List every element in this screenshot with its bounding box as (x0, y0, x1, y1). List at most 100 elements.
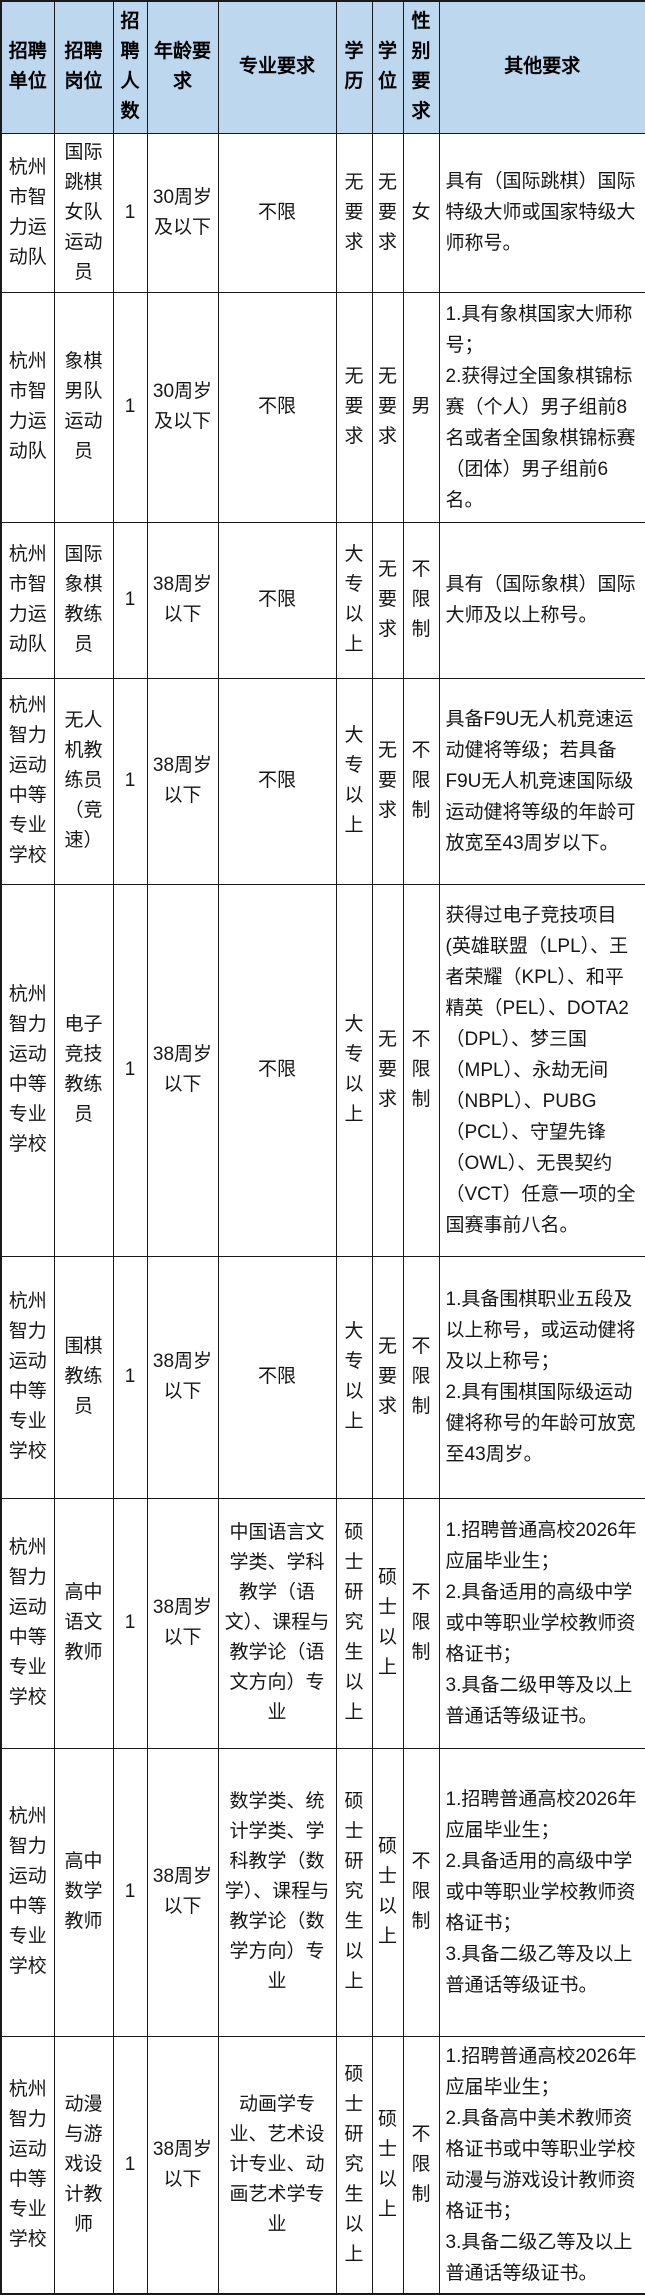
cell-position: 国际象棋教练员 (53, 521, 114, 679)
cell-degree: 无要求 (371, 132, 404, 293)
cell-position: 国际跳棋女队运动员 (53, 132, 114, 293)
cell-other: 1.具有象棋国家大师称号； 2.获得过全国象棋锦标赛（个人）男子组前8名或者全国… (438, 291, 645, 523)
cell-education: 大专以上 (335, 521, 373, 679)
table-row-4: 杭州智力运动中等专业学校 无人机教练员（竞速） 1 38周岁以下 不限 大专以上… (0, 677, 645, 885)
col-header-other: 其他要求 (438, 0, 645, 134)
cell-degree: 硕士以上 (371, 1497, 404, 1749)
cell-major: 不限 (217, 132, 337, 293)
cell-major: 不限 (217, 291, 337, 523)
cell-unit: 杭州市智力运动队 (0, 132, 55, 293)
cell-age: 38周岁以下 (146, 1747, 219, 2037)
cell-other: 具有（国际跳棋）国际特级大师或国家特级大师称号。 (438, 132, 645, 293)
cell-headcount: 1 (112, 291, 148, 523)
col-header-headcount: 招聘人数 (112, 0, 148, 134)
cell-education: 无要求 (335, 132, 373, 293)
cell-gender: 不限制 (402, 883, 440, 1257)
cell-major: 不限 (217, 883, 337, 1257)
cell-unit: 杭州智力运动中等专业学校 (0, 1255, 55, 1499)
cell-position: 围棋教练员 (53, 1255, 114, 1499)
col-header-age: 年龄要求 (146, 0, 219, 134)
cell-position: 电子竞技教练员 (53, 883, 114, 1257)
cell-major: 不限 (217, 1255, 337, 1499)
cell-age: 38周岁以下 (146, 883, 219, 1257)
cell-headcount: 1 (112, 1497, 148, 1749)
cell-other: 具有（国际象棋）国际大师及以上称号。 (438, 521, 645, 679)
cell-major: 数学类、统计学类、学科教学（数学）、课程与教学论（数学方向）专业 (217, 1747, 337, 2037)
cell-unit: 杭州市智力运动队 (0, 291, 55, 523)
cell-degree: 无要求 (371, 1255, 404, 1499)
cell-position: 高中语文教师 (53, 1497, 114, 1749)
cell-education: 大专以上 (335, 883, 373, 1257)
cell-headcount: 1 (112, 132, 148, 293)
cell-age: 38周岁以下 (146, 521, 219, 679)
cell-age: 38周岁以下 (146, 1255, 219, 1499)
cell-headcount: 1 (112, 883, 148, 1257)
cell-age: 38周岁以下 (146, 1497, 219, 1749)
table-row-5: 杭州智力运动中等专业学校 电子竞技教练员 1 38周岁以下 不限 大专以上 无要… (0, 883, 645, 1257)
cell-other: 获得过电子竞技项目(英雄联盟（LPL）、王者荣耀（KPL）、和平精英（PEL）、… (438, 883, 645, 1257)
cell-gender: 不限制 (402, 521, 440, 679)
col-header-gender: 性别要求 (402, 0, 440, 134)
cell-headcount: 1 (112, 677, 148, 885)
table-row-6: 杭州智力运动中等专业学校 围棋教练员 1 38周岁以下 不限 大专以上 无要求 … (0, 1255, 645, 1499)
cell-unit: 杭州智力运动中等专业学校 (0, 1747, 55, 2037)
cell-headcount: 1 (112, 521, 148, 679)
cell-position: 无人机教练员（竞速） (53, 677, 114, 885)
cell-education: 硕士研究生以上 (335, 1497, 373, 1749)
col-header-education: 学历 (335, 0, 373, 134)
cell-age: 30周岁及以下 (146, 291, 219, 523)
cell-gender: 男 (402, 291, 440, 523)
cell-other: 具备F9U无人机竞速运动健将等级；若具备F9U无人机竞速国际级运动健将等级的年龄… (438, 677, 645, 885)
cell-education: 硕士研究生以上 (335, 1747, 373, 2037)
table-row-1: 杭州市智力运动队 国际跳棋女队运动员 1 30周岁及以下 不限 无要求 无要求 … (0, 132, 645, 293)
cell-major: 不限 (217, 521, 337, 679)
cell-degree: 无要求 (371, 677, 404, 885)
col-header-unit: 招聘单位 (0, 0, 55, 134)
cell-education: 大专以上 (335, 1255, 373, 1499)
cell-other: 1.具备围棋职业五段及以上称号，或运动健将及以上称号； 2.具有围棋国际级运动健… (438, 1255, 645, 1499)
cell-headcount: 1 (112, 2035, 148, 2294)
cell-major: 中国语言文学类、学科教学（语文）、课程与教学论（语文方向）专业 (217, 1497, 337, 1749)
col-header-position: 招聘岗位 (53, 0, 114, 134)
cell-headcount: 1 (112, 1255, 148, 1499)
cell-education: 大专以上 (335, 677, 373, 885)
cell-other: 1.招聘普通高校2026年应届毕业生； 2.具备适用的高级中学或中等职业学校教师… (438, 1747, 645, 2037)
cell-other: 1.招聘普通高校2026年应届毕业生； 2.具备适用的高级中学或中等职业学校教师… (438, 1497, 645, 1749)
cell-gender: 不限制 (402, 677, 440, 885)
cell-unit: 杭州智力运动中等专业学校 (0, 2035, 55, 2294)
cell-degree: 硕士以上 (371, 1747, 404, 2037)
cell-education: 硕士研究生以上 (335, 2035, 373, 2294)
cell-other: 1.招聘普通高校2026年应届毕业生； 2.具备高中美术教师资格证书或中等职业学… (438, 2035, 645, 2294)
cell-gender: 不限制 (402, 1497, 440, 1749)
cell-gender: 不限制 (402, 1747, 440, 2037)
cell-age: 30周岁及以下 (146, 132, 219, 293)
cell-age: 38周岁以下 (146, 2035, 219, 2294)
cell-unit: 杭州智力运动中等专业学校 (0, 883, 55, 1257)
col-header-major: 专业要求 (217, 0, 337, 134)
cell-degree: 无要求 (371, 883, 404, 1257)
cell-unit: 杭州智力运动中等专业学校 (0, 677, 55, 885)
cell-major: 不限 (217, 677, 337, 885)
col-header-degree: 学位 (371, 0, 404, 134)
table-row-3: 杭州市智力运动队 国际象棋教练员 1 38周岁以下 不限 大专以上 无要求 不限… (0, 521, 645, 679)
cell-degree: 无要求 (371, 521, 404, 679)
cell-position: 动漫与游戏设计教师 (53, 2035, 114, 2294)
cell-unit: 杭州市智力运动队 (0, 521, 55, 679)
cell-gender: 不限制 (402, 2035, 440, 2294)
cell-gender: 女 (402, 132, 440, 293)
cell-degree: 无要求 (371, 291, 404, 523)
cell-unit: 杭州智力运动中等专业学校 (0, 1497, 55, 1749)
cell-age: 38周岁以下 (146, 677, 219, 885)
cell-degree: 硕士以上 (371, 2035, 404, 2294)
table-row-2: 杭州市智力运动队 象棋男队运动员 1 30周岁及以下 不限 无要求 无要求 男 … (0, 291, 645, 523)
cell-headcount: 1 (112, 1747, 148, 2037)
table-row-8: 杭州智力运动中等专业学校 高中数学教师 1 38周岁以下 数学类、统计学类、学科… (0, 1747, 645, 2037)
cell-position: 高中数学教师 (53, 1747, 114, 2037)
header-row: 招聘单位 招聘岗位 招聘人数 年龄要求 专业要求 学历 学位 性别要求 其他要求 (0, 0, 645, 134)
cell-major: 动画学专业、艺术设计专业、动画艺术学专业 (217, 2035, 337, 2294)
cell-gender: 不限制 (402, 1255, 440, 1499)
cell-position: 象棋男队运动员 (53, 291, 114, 523)
table-row-9: 杭州智力运动中等专业学校 动漫与游戏设计教师 1 38周岁以下 动画学专业、艺术… (0, 2035, 645, 2294)
cell-education: 无要求 (335, 291, 373, 523)
